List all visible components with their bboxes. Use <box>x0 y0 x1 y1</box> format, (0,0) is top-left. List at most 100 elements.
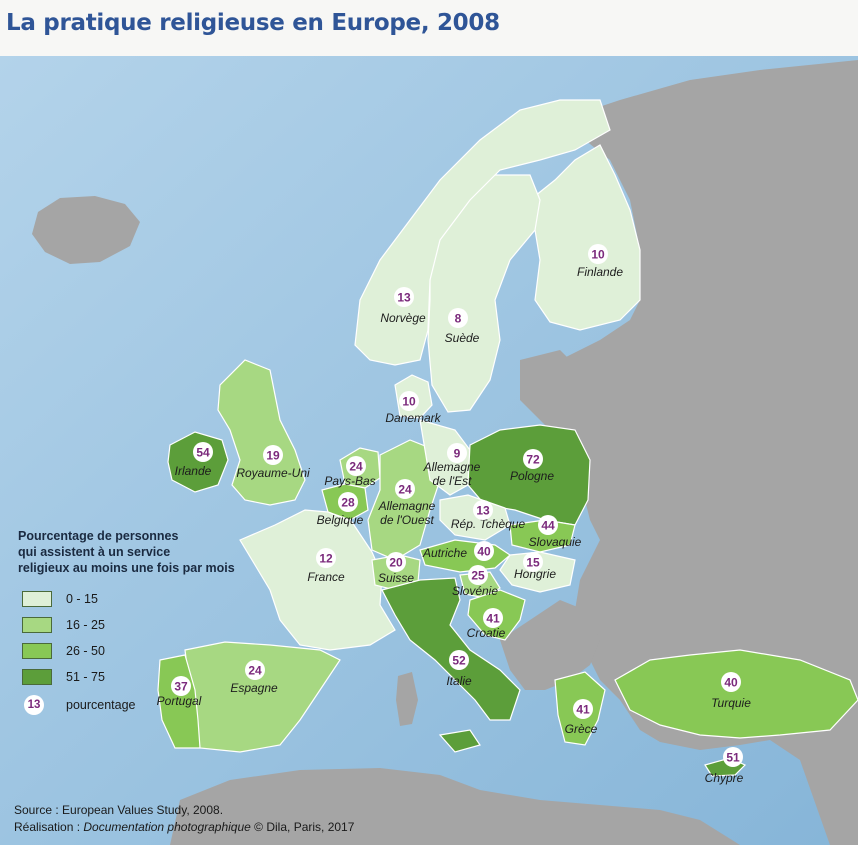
choropleth-countries <box>157 99 858 777</box>
country-label-royaume-uni: Royaume-Uni <box>236 466 310 480</box>
value-bubble-danemark <box>399 391 419 411</box>
value-bubble-espagne <box>245 660 265 680</box>
country-shape-norvege <box>354 99 611 366</box>
value-bubble-france <box>316 548 336 568</box>
legend-swatch-class-0 <box>22 591 52 607</box>
country-shape-royaume-uni <box>217 359 306 506</box>
value-text-italie: 52 <box>452 654 466 668</box>
value-bubble-pays-bas <box>346 456 366 476</box>
value-bubble-grece <box>573 699 593 719</box>
country-label-turquie: Turquie <box>711 696 751 710</box>
value-text-portugal: 37 <box>174 680 188 694</box>
value-bubble-suisse <box>386 552 406 572</box>
value-text-chypre: 51 <box>726 751 740 765</box>
country-shape-turquie <box>614 649 858 739</box>
country-label-suede: Suède <box>445 331 480 345</box>
country-label-pays-bas: Pays-Bas <box>324 474 375 488</box>
legend-swatch-class-1 <box>22 617 52 633</box>
labels-layer: Finlande Norvège Suède Danemark Irlande Royau… <box>157 265 752 785</box>
country-shape-portugal <box>157 654 201 749</box>
country-shape-allemagne-est <box>419 419 471 496</box>
value-bubble-irlande <box>193 442 213 462</box>
country-label-slovaquie: Slovaquie <box>529 535 582 549</box>
country-label-croatie: Croatie <box>467 626 506 640</box>
value-bubble-norvege <box>394 287 414 307</box>
value-bubble-allemagne-de-l-ouest <box>395 479 415 499</box>
value-text-hongrie: 15 <box>526 556 540 570</box>
value-text-allemagne-de-l-est: 9 <box>454 447 461 461</box>
country-label-irlande: Irlande <box>175 464 212 478</box>
value-text-pologne: 72 <box>526 453 540 467</box>
realisation-line: Réalisation : Documentation photographiq… <box>14 819 354 836</box>
source-line: Source : European Values Study, 2008. <box>14 803 224 817</box>
country-label-grece: Grèce <box>565 722 598 736</box>
value-text-danemark: 10 <box>402 395 416 409</box>
country-shape-rep-tcheque <box>439 494 511 541</box>
non-data-land <box>32 60 858 845</box>
realisation-italic: Documentation photographique <box>83 820 251 834</box>
legend: Pourcentage de personnes qui assistent à… <box>18 528 268 718</box>
realisation-prefix: Réalisation : <box>14 820 84 834</box>
value-bubble-rep-tcheque <box>473 500 493 520</box>
bubbles-layer: 10 13 8 10 54 19 24 28 24 9 72 13 44 12 20 40 15 25 41 52 37… <box>171 244 743 767</box>
value-text-suisse: 20 <box>389 556 403 570</box>
country-label-slovenie: Slovénie <box>452 584 498 598</box>
country-label-suisse: Suisse <box>378 571 414 585</box>
source-credits: Source : European Values Study, 2008. Ré… <box>14 802 354 836</box>
value-bubble-slovenie <box>468 565 488 585</box>
country-label-autriche: Autriche <box>422 546 467 560</box>
country-shape-irlande <box>167 431 229 493</box>
value-bubble-hongrie <box>523 552 543 572</box>
country-shape-hongrie <box>499 551 576 593</box>
value-text-autriche: 40 <box>477 545 491 559</box>
country-label-hongrie: Hongrie <box>514 567 556 581</box>
country-label-portugal: Portugal <box>157 694 202 708</box>
value-text-allemagne-de-l-ouest: 24 <box>398 483 412 497</box>
value-text-france: 12 <box>319 552 333 566</box>
country-label-norvege: Norvège <box>380 311 426 325</box>
country-shape-allemagne-ouest <box>367 439 441 561</box>
legend-swatch-class-3 <box>22 669 52 685</box>
country-shape-finlande <box>529 144 641 331</box>
legend-row-bubble: 13 pourcentage <box>22 692 268 718</box>
legend-row-class-0: 0 - 15 <box>22 586 268 612</box>
title-band <box>0 0 858 56</box>
value-bubble-slovaquie <box>538 515 558 535</box>
country-label-allemagne-de-l-est: Allemagne de l'Est <box>423 460 481 488</box>
legend-swatch-class-2 <box>22 643 52 659</box>
value-bubble-finlande <box>588 244 608 264</box>
value-bubble-royaume-uni <box>263 445 283 465</box>
map-title: La pratique religieuse en Europe, 2008 <box>6 10 500 36</box>
value-bubble-croatie <box>483 608 503 628</box>
country-label-france: France <box>307 570 345 584</box>
map: Finlande Norvège Suède Danemark Irlande Royau… <box>0 56 858 845</box>
value-text-slovaquie: 44 <box>541 519 555 533</box>
country-label-rep-tcheque: Rép. Tchèque <box>451 517 526 531</box>
value-text-slovenie: 25 <box>471 569 485 583</box>
legend-title: Pourcentage de personnes qui assistent à… <box>18 529 235 575</box>
legend-row-class-1: 16 - 25 <box>22 612 268 638</box>
value-bubble-allemagne-de-l-est <box>447 443 467 463</box>
country-shape-italie-sicile <box>438 729 481 753</box>
country-shape-france <box>239 509 396 651</box>
value-text-suede: 8 <box>455 312 462 326</box>
country-label-italie: Italie <box>446 674 472 688</box>
value-text-finlande: 10 <box>591 248 605 262</box>
value-text-irlande: 54 <box>196 446 210 460</box>
value-text-royaume-uni: 19 <box>266 449 280 463</box>
value-text-norvege: 13 <box>397 291 411 305</box>
value-text-croatie: 41 <box>486 612 500 626</box>
country-shape-suede <box>427 174 541 413</box>
value-bubble-turquie <box>721 672 741 692</box>
value-bubble-belgique <box>338 492 358 512</box>
country-shape-italie <box>381 577 521 721</box>
value-text-pays-bas: 24 <box>349 460 363 474</box>
country-label-danemark: Danemark <box>385 411 441 425</box>
value-bubble-autriche <box>474 541 494 561</box>
country-label-finlande: Finlande <box>577 265 623 279</box>
value-bubble-pologne <box>523 449 543 469</box>
country-label-espagne: Espagne <box>230 681 278 695</box>
value-bubble-chypre <box>723 747 743 767</box>
legend-row-class-2: 26 - 50 <box>22 638 268 664</box>
legend-row-class-3: 51 - 75 <box>22 664 268 690</box>
